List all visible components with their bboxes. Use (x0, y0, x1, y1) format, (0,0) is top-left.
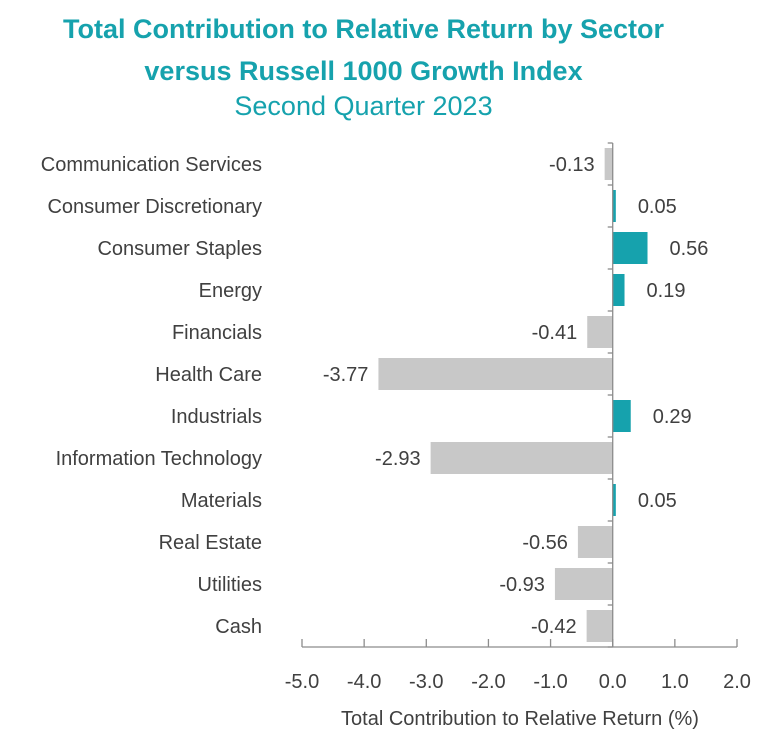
value-label-industrials: 0.29 (653, 406, 692, 428)
x-tick-label: 0.0 (599, 671, 627, 693)
category-label-materials: Materials (181, 490, 262, 512)
bar-utilities (554, 568, 613, 600)
value-label-materials: 0.05 (638, 490, 677, 512)
bar-industrials (612, 400, 631, 432)
category-label-consumer-staples: Consumer Staples (97, 238, 262, 260)
value-label-financials: -0.41 (532, 322, 578, 344)
bars-group (378, 148, 648, 642)
value-label-energy: 0.19 (647, 280, 686, 302)
bar-communication-services (604, 148, 613, 180)
bar-energy (612, 274, 625, 306)
value-label-consumer-discretionary: 0.05 (638, 196, 677, 218)
value-label-consumer-staples: 0.56 (670, 238, 709, 260)
value-labels-group: -0.13 0.05 0.56 0.19 -0.41 -3.77 0.29 -2.93 0.05… (323, 154, 709, 638)
bar-information-technology (430, 442, 613, 474)
value-label-communication-services: -0.13 (549, 154, 595, 176)
category-label-cash: Cash (215, 616, 262, 638)
value-label-utilities: -0.93 (499, 574, 545, 596)
bar-real-estate (577, 526, 613, 558)
category-label-communication-services: Communication Services (41, 154, 262, 176)
value-label-cash: -0.42 (531, 616, 577, 638)
bar-health-care (378, 358, 613, 390)
chart-title-line-2: versus Russell 1000 Growth Index (144, 56, 583, 86)
x-tick-label: -4.0 (347, 671, 381, 693)
category-label-information-technology: Information Technology (56, 448, 262, 470)
x-tick-label: 2.0 (723, 671, 751, 693)
x-tick-label: -2.0 (471, 671, 505, 693)
x-axis-title: Total Contribution to Relative Return (%… (341, 708, 699, 730)
bar-consumer-discretionary (612, 190, 616, 222)
category-label-health-care: Health Care (155, 364, 262, 386)
category-labels-group: Communication Services Consumer Discretio… (41, 154, 262, 638)
x-tick-label: 1.0 (661, 671, 689, 693)
axes-group (301, 142, 738, 648)
value-label-real-estate: -0.56 (522, 532, 568, 554)
chart-title: Total Contribution to Relative Return by… (62, 14, 665, 44)
bar-materials (612, 484, 616, 516)
category-label-industrials: Industrials (171, 406, 262, 428)
value-label-information-technology: -2.93 (375, 448, 421, 470)
category-label-consumer-discretionary: Consumer Discretionary (47, 196, 262, 218)
category-label-real-estate: Real Estate (159, 532, 262, 554)
bar-consumer-staples (612, 232, 648, 264)
category-label-utilities: Utilities (198, 574, 262, 596)
x-tick-label: -1.0 (533, 671, 567, 693)
bar-cash (586, 610, 613, 642)
x-tick-label: -3.0 (409, 671, 443, 693)
x-tick-label: -5.0 (285, 671, 319, 693)
category-label-energy: Energy (199, 280, 262, 302)
bar-financials (587, 316, 613, 348)
chart-subtitle: Second Quarter 2023 (234, 91, 493, 121)
tick-labels-group: -5.0 -4.0 -3.0 -2.0 -1.0 0.0 1.0 2.0 (285, 671, 751, 693)
category-label-financials: Financials (172, 322, 262, 344)
value-label-health-care: -3.77 (323, 364, 369, 386)
